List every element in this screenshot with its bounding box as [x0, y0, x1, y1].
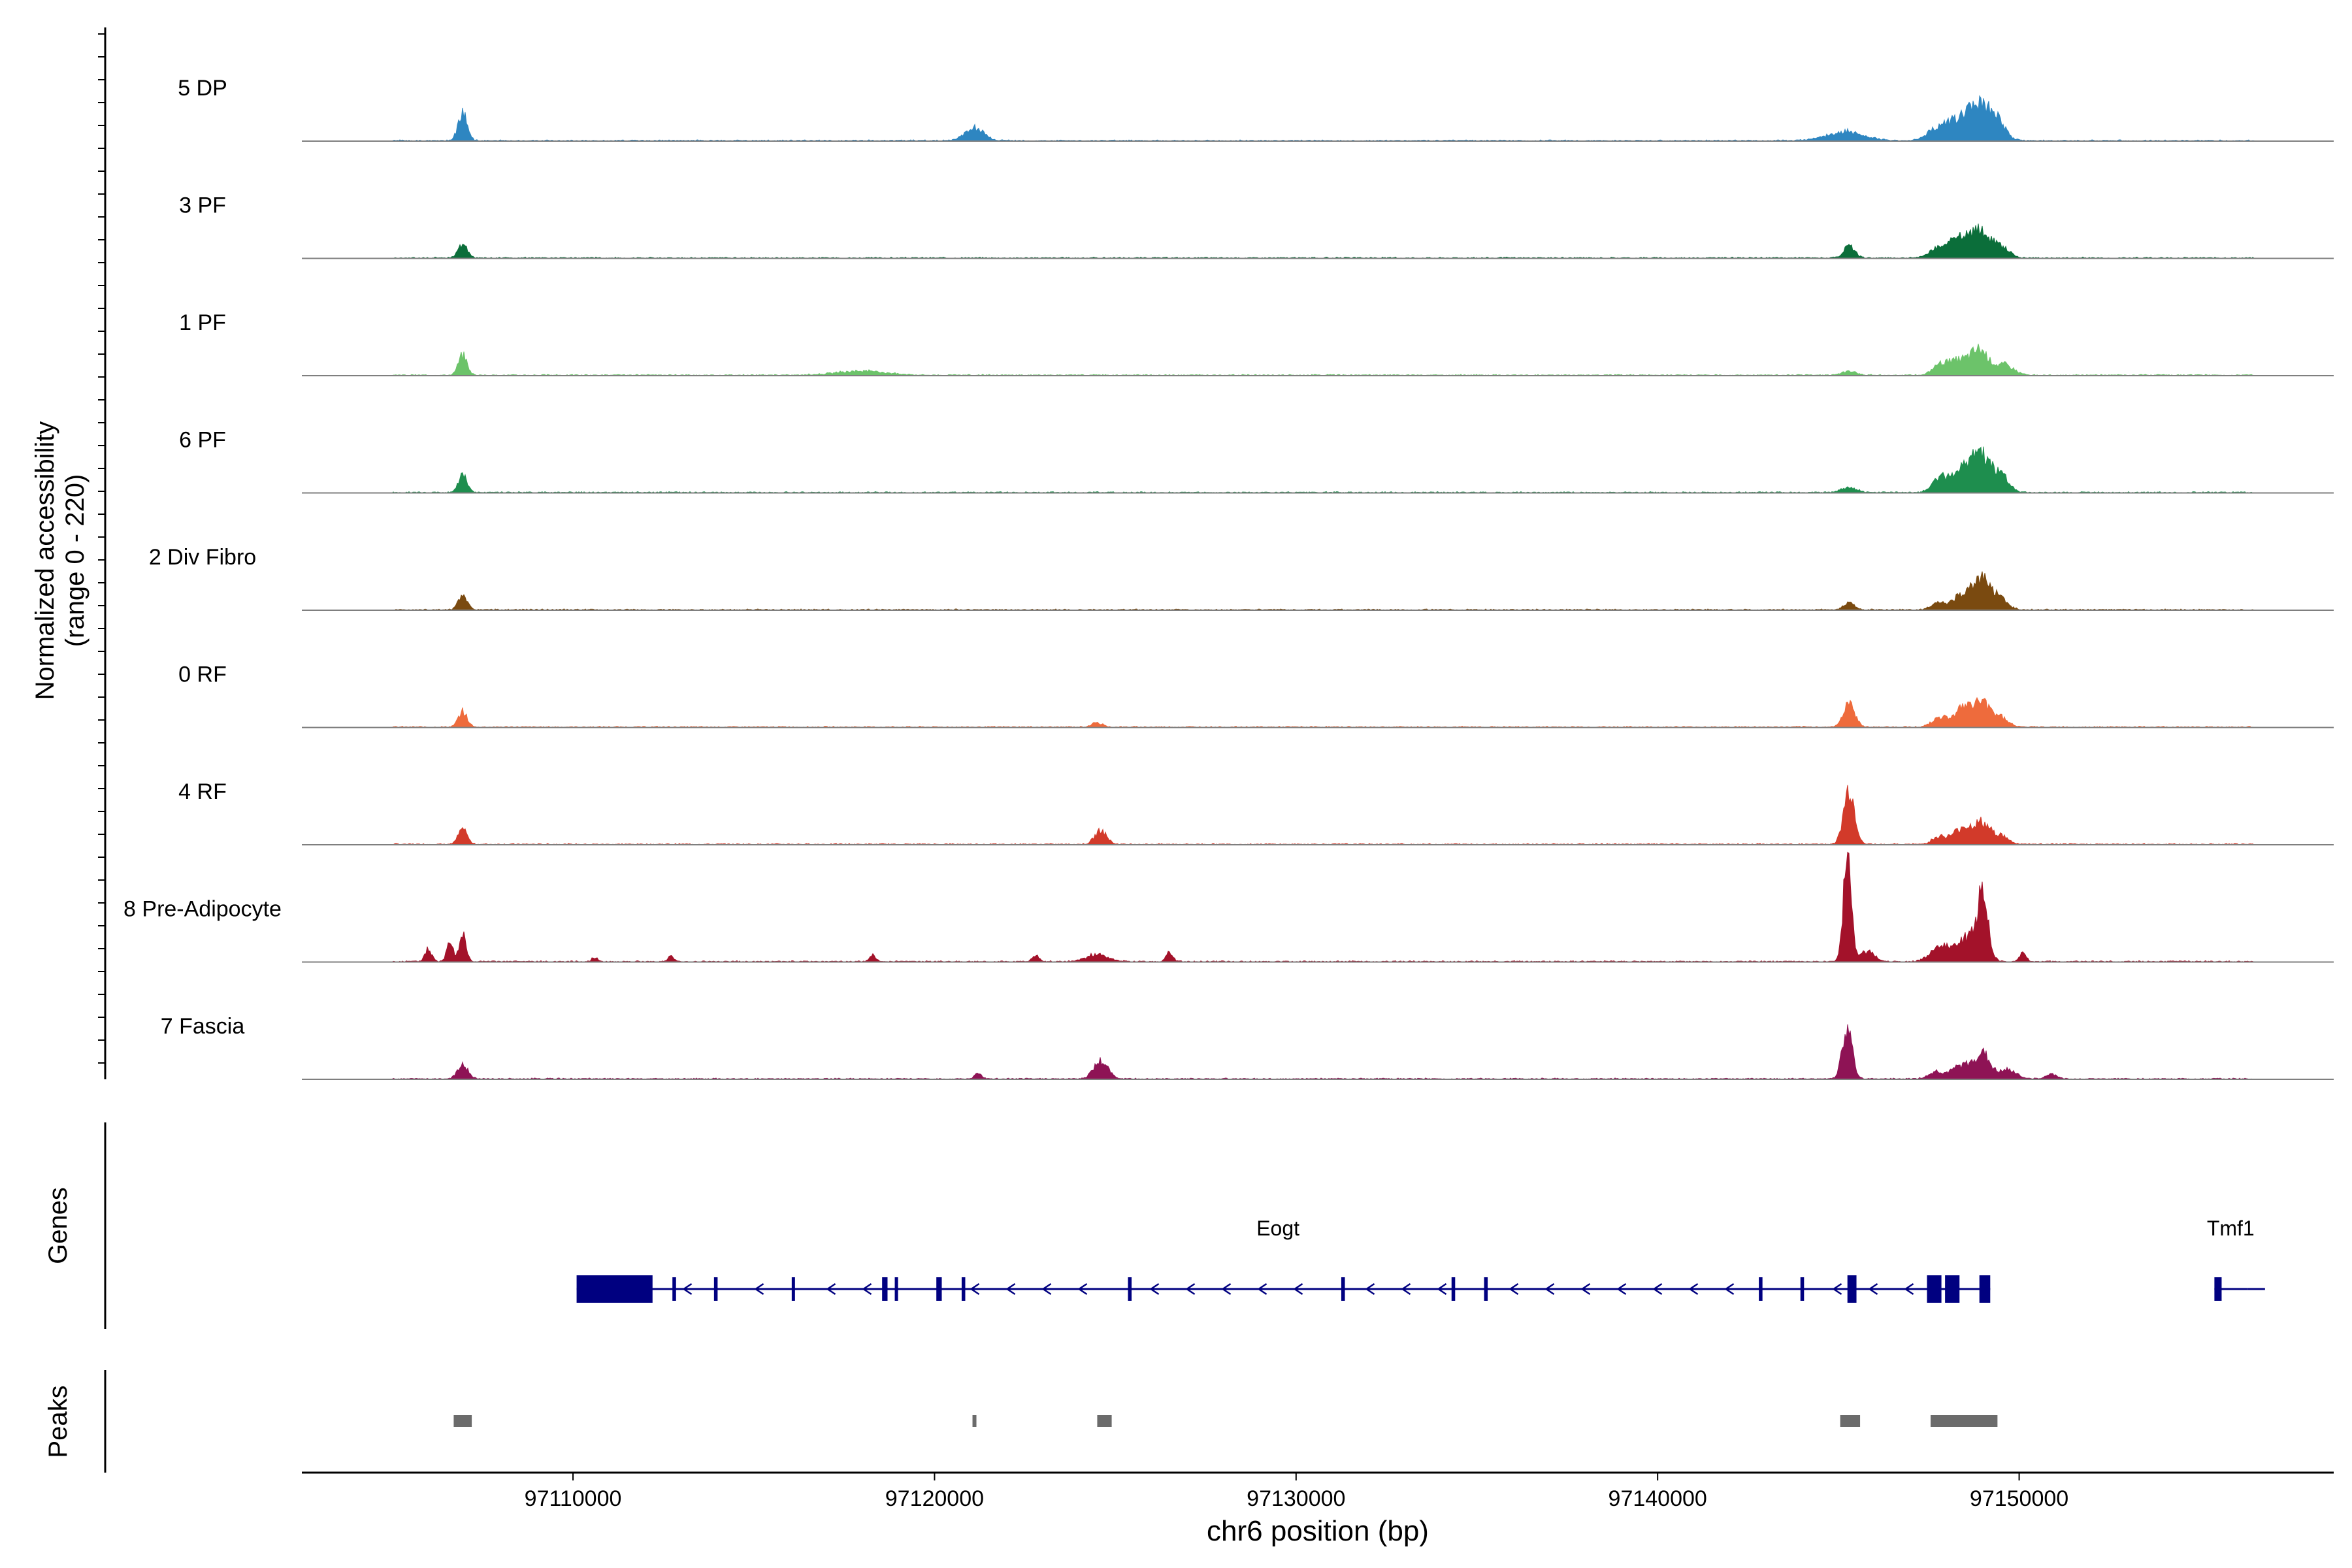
- gene-exon: [1341, 1277, 1345, 1301]
- strand-arrow: [1580, 1282, 1591, 1296]
- track-label: 4 RF: [178, 779, 227, 804]
- track-label: 3 PF: [179, 193, 226, 218]
- y-axis-title-line1: Normalized accessibility: [31, 421, 59, 700]
- y-axis-title-line2: (range 0 - 220): [61, 474, 90, 647]
- strand-arrow: [1509, 1282, 1519, 1296]
- gene-exon: [1800, 1277, 1805, 1301]
- strand-arrow: [1437, 1282, 1447, 1296]
- peaks-panel-label: Peaks: [44, 1385, 73, 1458]
- coverage-tracks: 5 DP 3 PF 1 PF 6 PF 2 Div Fibro 0 RF 4 RF 8 Pre…: [123, 76, 2334, 1080]
- strand-arrow: [862, 1282, 872, 1296]
- genes-panel-label: Genes: [44, 1187, 73, 1264]
- gene-exon: [1759, 1277, 1763, 1301]
- x-tick-label: 97140000: [1609, 1486, 1707, 1511]
- coverage-area: [302, 1024, 2334, 1080]
- track-2: 3 PF: [179, 193, 2334, 259]
- peak-region: [1930, 1415, 1998, 1427]
- strand-arrow: [1724, 1282, 1735, 1296]
- gene-exon: [882, 1277, 888, 1301]
- strand-arrow: [1904, 1282, 1914, 1296]
- track-8: 8 Pre-Adipocyte: [123, 851, 2334, 963]
- strand-arrow: [1652, 1282, 1663, 1296]
- track-9: 7 Fascia: [161, 1014, 2334, 1080]
- coverage-area: [302, 223, 2334, 259]
- track-label: 6 PF: [179, 428, 226, 453]
- track-label: 7 Fascia: [161, 1014, 245, 1039]
- coverage-area: [302, 95, 2334, 142]
- strand-arrow: [682, 1282, 693, 1296]
- strand-arrow: [1868, 1282, 1878, 1296]
- x-axis-ticks: 97110000 97120000 97130000 97140000 97150000: [525, 1473, 2068, 1511]
- gene-exon: [1847, 1275, 1857, 1303]
- x-tick-label: 97150000: [1970, 1486, 2068, 1511]
- coverage-area: [302, 344, 2334, 376]
- strand-arrow: [1293, 1282, 1303, 1296]
- track-label: 1 PF: [179, 310, 226, 335]
- gene-exon: [894, 1277, 898, 1301]
- track-4: 6 PF: [179, 428, 2334, 494]
- strand-arrow: [1832, 1282, 1842, 1296]
- gene-exon: [791, 1277, 795, 1301]
- strand-arrow: [826, 1282, 836, 1296]
- coverage-area: [302, 785, 2334, 845]
- gene-exon: [1927, 1275, 1942, 1303]
- strand-arrow: [1149, 1282, 1160, 1296]
- strand-arrow: [1041, 1282, 1052, 1296]
- x-tick-label: 97130000: [1247, 1486, 1345, 1511]
- strand-arrow: [970, 1282, 980, 1296]
- track-label: 5 DP: [178, 76, 227, 101]
- strand-arrow: [1544, 1282, 1555, 1296]
- track-label: 0 RF: [178, 662, 227, 687]
- strand-arrow: [1688, 1282, 1699, 1296]
- gene-exon: [1451, 1277, 1456, 1301]
- strand-arrow: [1005, 1282, 1016, 1296]
- track-3: 1 PF: [179, 310, 2334, 376]
- gene-exon: [576, 1275, 653, 1303]
- coverage-area: [302, 696, 2334, 728]
- gene-exon: [1484, 1277, 1488, 1301]
- peak-region: [1097, 1415, 1112, 1427]
- track-7: 4 RF: [178, 779, 2334, 845]
- gene-label: Eogt: [1256, 1217, 1299, 1240]
- gene-exon: [672, 1277, 676, 1301]
- gene-annotations: Eogt Tmf1: [576, 1217, 2265, 1303]
- peak-region: [1840, 1415, 1861, 1427]
- gene-exon: [2214, 1277, 2222, 1301]
- gene-tmf1: Tmf1: [2207, 1217, 2265, 1301]
- gene-eogt: Eogt: [576, 1217, 1991, 1303]
- gene-exon: [1945, 1275, 1960, 1303]
- strand-arrow: [1401, 1282, 1411, 1296]
- track-5: 2 Div Fibro: [149, 545, 2334, 611]
- x-tick-label: 97120000: [885, 1486, 984, 1511]
- gene-exon: [936, 1277, 942, 1301]
- x-axis-title: chr6 position (bp): [1207, 1515, 1429, 1547]
- gene-exon: [961, 1277, 966, 1301]
- track-1: 5 DP: [178, 76, 2334, 142]
- coverage-area: [302, 446, 2334, 494]
- track-6: 0 RF: [178, 662, 2334, 728]
- peak-region: [972, 1415, 977, 1427]
- gene-exon: [1128, 1277, 1132, 1301]
- peak-region: [453, 1415, 472, 1427]
- gene-label: Tmf1: [2207, 1217, 2255, 1240]
- peak-regions: [453, 1415, 1998, 1427]
- track-label: 2 Div Fibro: [149, 545, 256, 570]
- strand-arrow: [1365, 1282, 1375, 1296]
- x-tick-label: 97110000: [525, 1486, 622, 1511]
- strand-arrow: [1221, 1282, 1232, 1296]
- coverage-y-ticks: [98, 33, 105, 1064]
- coverage-area: [302, 851, 2334, 963]
- strand-arrow: [1616, 1282, 1627, 1296]
- gene-exon: [713, 1277, 718, 1301]
- strand-arrow: [1185, 1282, 1196, 1296]
- coverage-area: [302, 571, 2334, 611]
- track-label: 8 Pre-Adipocyte: [123, 897, 282, 922]
- strand-arrow: [1257, 1282, 1267, 1296]
- strand-arrow: [754, 1282, 764, 1296]
- gene-exon: [1979, 1275, 1991, 1303]
- strand-arrow: [1077, 1282, 1088, 1296]
